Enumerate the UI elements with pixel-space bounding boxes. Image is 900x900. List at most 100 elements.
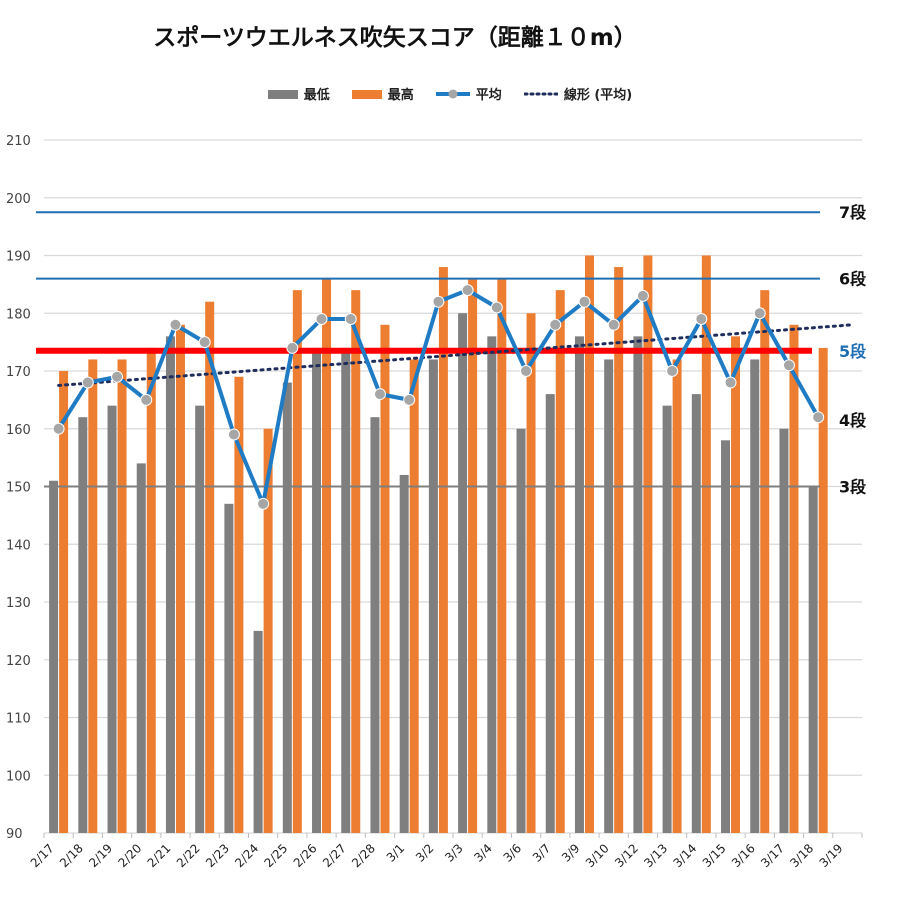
legend-swatch-max-rect (351, 89, 382, 99)
bar-max (59, 371, 69, 833)
avg-point (111, 370, 124, 383)
bar-min (662, 405, 672, 833)
avg-point (52, 422, 65, 435)
bar-max (234, 376, 244, 833)
bar-max (380, 324, 390, 833)
level-label: 4段 (839, 411, 867, 430)
bar-max (205, 301, 215, 833)
legend-item-max[interactable]: 最高 (351, 84, 414, 103)
y-tick-label: 180 (6, 307, 31, 322)
x-tick-label: 3/6 (501, 841, 525, 865)
bar-max (818, 347, 828, 833)
y-tick-label: 130 (6, 596, 31, 611)
bar-max (555, 290, 565, 833)
bar-max (351, 290, 361, 833)
x-tick-label: 2/23 (203, 841, 232, 870)
legend-swatch-trend (523, 92, 558, 95)
x-tick-label: 2/27 (320, 841, 349, 870)
avg-point (198, 336, 211, 349)
y-tick-label: 200 (6, 192, 31, 207)
x-tick-label: 3/17 (758, 841, 787, 870)
bar-min (341, 347, 351, 833)
bar-max (175, 324, 185, 833)
avg-point (169, 318, 182, 331)
legend: 最低 最高 平均 線形 (平均) (0, 84, 900, 103)
legend-item-min[interactable]: 最低 (267, 84, 330, 103)
x-tick-label: 2/17 (28, 841, 57, 870)
bar-min (78, 417, 88, 833)
bar-min (633, 336, 643, 833)
bar-min (195, 405, 205, 833)
legend-item-avg[interactable]: 平均 (435, 84, 502, 103)
avg-point (520, 365, 533, 377)
bar-min (224, 503, 234, 833)
avg-point (490, 301, 503, 314)
x-tick-label: 2/26 (291, 841, 320, 870)
x-tick-label: 2/28 (349, 841, 378, 870)
bar-min (399, 474, 409, 833)
avg-point (578, 295, 591, 308)
avg-point (724, 376, 737, 389)
bar-min (691, 394, 701, 833)
legend-label-max: 最高 (387, 88, 414, 103)
y-tick-label: 170 (6, 365, 31, 380)
x-tick-label: 3/1 (384, 841, 408, 865)
legend-swatch-avg (435, 89, 470, 98)
level-label: 6段 (839, 270, 867, 289)
bar-max (468, 278, 478, 834)
bar-max (88, 359, 98, 833)
x-tick-label: 2/25 (261, 841, 290, 870)
bar-min (808, 486, 818, 833)
avg-point (140, 393, 153, 406)
x-tick-label: 3/12 (612, 841, 641, 870)
x-tick-label: 3/7 (530, 841, 554, 865)
y-tick-label: 210 (6, 134, 31, 149)
y-tick-label: 190 (6, 250, 31, 265)
bar-min (282, 382, 292, 833)
x-tick-label: 3/15 (700, 841, 729, 870)
bar-min (312, 347, 322, 833)
x-tick-label: 3/9 (559, 841, 583, 865)
bar-min (107, 405, 117, 833)
bar-min (458, 313, 468, 833)
legend-label-trend: 線形 (平均) (563, 88, 633, 103)
bar-min (604, 359, 614, 833)
avg-point (549, 318, 562, 331)
legend-item-trend[interactable]: 線形 (平均) (523, 84, 633, 103)
bar-min (721, 440, 731, 833)
bar-max (292, 290, 302, 833)
bar-min (516, 428, 526, 833)
x-tick-label: 3/18 (787, 841, 816, 870)
bar-min (750, 359, 760, 833)
y-tick-label: 90 (6, 827, 23, 842)
bar-min (165, 336, 175, 833)
avg-point (432, 295, 445, 308)
avg-point (636, 289, 649, 302)
level-label: 5段 (839, 342, 867, 361)
avg-point (607, 318, 620, 331)
bar-min (428, 359, 438, 833)
avg-point (403, 393, 416, 406)
bar-max (672, 359, 682, 833)
x-tick-label: 3/16 (729, 841, 758, 870)
bar-min (545, 394, 555, 833)
x-tick-label: 2/18 (57, 841, 86, 870)
legend-label-min: 最低 (303, 88, 330, 103)
bar-max (789, 324, 799, 833)
x-tick-label: 2/22 (174, 841, 203, 870)
x-tick-label: 3/2 (413, 841, 437, 865)
y-tick-label: 120 (6, 654, 31, 669)
bar-max (701, 255, 711, 833)
avg-point (344, 313, 357, 326)
bar-max (117, 359, 127, 833)
avg-point (227, 428, 240, 441)
legend-swatch-min-rect (267, 89, 298, 99)
bar-max (409, 359, 419, 833)
level-label: 3段 (839, 478, 867, 497)
avg-point (81, 376, 94, 389)
bar-min (136, 463, 146, 833)
avg-point (666, 365, 679, 377)
avg-point (753, 307, 766, 320)
level-label: 7段 (839, 203, 867, 222)
